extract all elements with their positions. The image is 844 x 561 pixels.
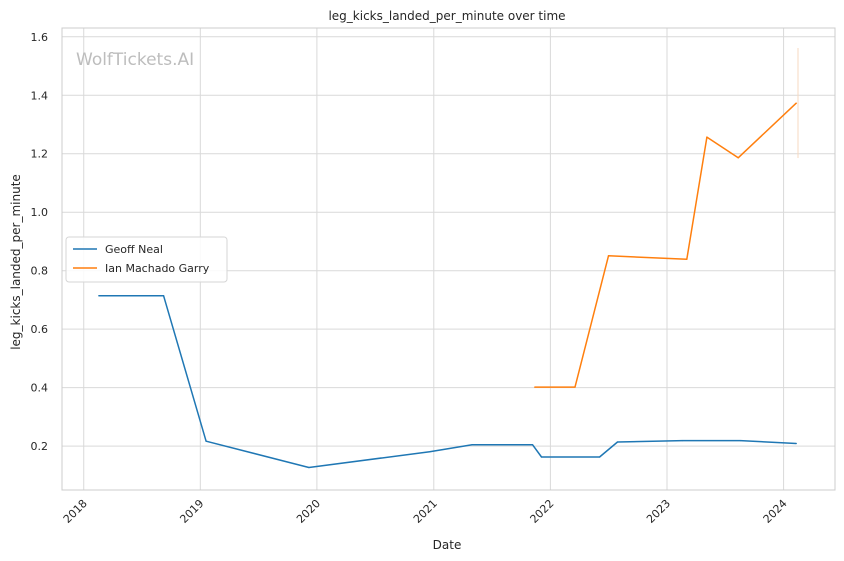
legend-label-ian-machado-garry: Ian Machado Garry xyxy=(105,262,210,275)
y-tick-label: 0.4 xyxy=(31,382,49,395)
data-point xyxy=(607,255,610,257)
data-point xyxy=(599,456,601,458)
data-point xyxy=(98,295,100,297)
data-point xyxy=(531,444,534,446)
legend-box xyxy=(65,236,228,283)
y-tick-label: 0.6 xyxy=(31,323,49,336)
data-point xyxy=(681,440,683,442)
y-tick-label: 1.6 xyxy=(31,31,49,44)
y-tick-label: 0.8 xyxy=(31,265,49,278)
data-point xyxy=(795,442,797,445)
y-axis-label: leg_kicks_landed_per_minute xyxy=(9,174,23,350)
data-point xyxy=(795,102,797,104)
data-point xyxy=(574,386,576,388)
data-point xyxy=(540,456,543,458)
data-point xyxy=(163,295,165,297)
legend: Geoff Neal Ian Machado Garry xyxy=(65,236,228,283)
data-point xyxy=(686,258,688,260)
chart-title: leg_kicks_landed_per_minute over time xyxy=(328,9,565,23)
series-lines xyxy=(98,102,797,469)
plot-frame xyxy=(61,27,836,491)
legend-label-geoff-neal: Geoff Neal xyxy=(105,243,163,256)
data-point xyxy=(308,466,310,469)
y-axis-ticks: 0.2 0.4 0.6 0.8 1.0 1.2 1.4 1.6 xyxy=(31,31,49,453)
y-tick-label: 1.4 xyxy=(31,89,49,102)
data-point xyxy=(429,451,431,453)
data-point xyxy=(534,386,536,388)
data-point xyxy=(737,157,739,159)
data-point xyxy=(471,444,473,446)
y-tick-label: 0.2 xyxy=(31,440,49,453)
y-tick-label: 1.2 xyxy=(31,148,49,161)
data-point xyxy=(706,136,708,138)
x-axis-label: Date xyxy=(433,538,462,552)
data-point xyxy=(205,440,207,442)
data-point xyxy=(616,441,619,443)
y-tick-label: 1.0 xyxy=(31,206,49,219)
data-point xyxy=(739,440,742,442)
watermark: WolfTickets.AI xyxy=(76,50,194,70)
